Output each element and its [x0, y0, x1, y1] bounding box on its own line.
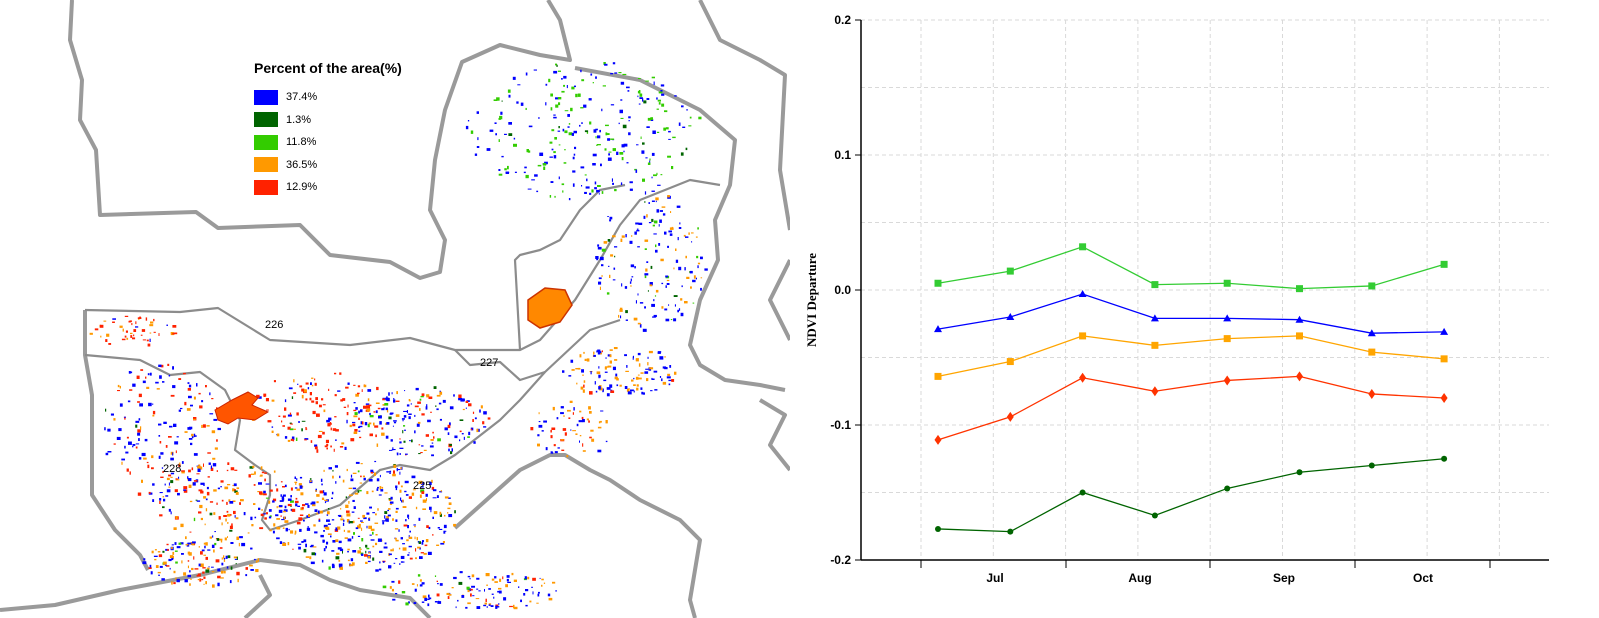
data-point: [934, 372, 942, 380]
chart-series: [934, 243, 1449, 535]
data-point: [934, 325, 942, 333]
data-point: [1006, 358, 1014, 366]
data-point: [1151, 341, 1159, 349]
data-point: [1150, 314, 1159, 322]
data-point: [1368, 348, 1376, 356]
data-point: [1367, 329, 1376, 337]
y-tick-label: 0.1: [834, 148, 851, 162]
y-tick-label: 0.0: [834, 283, 851, 297]
legend-swatch: [254, 134, 278, 150]
map-canvas: [0, 0, 790, 618]
data-point: [1368, 388, 1376, 399]
data-point: [1440, 260, 1448, 268]
data-point: [1296, 332, 1303, 340]
y-axis-label: NDVI Departure: [804, 253, 819, 347]
legend-rows: 37.4% 1.3% 11.8% 36.5% 12.9%: [254, 86, 402, 199]
series-line: [937, 335, 1445, 378]
western-orange-patch: [214, 391, 270, 425]
legend-item: 36.5%: [254, 154, 402, 177]
y-tick-label: -0.1: [830, 418, 851, 432]
lake-kariba-patch: [527, 287, 573, 329]
data-point: [1007, 528, 1014, 535]
region-label-226: 226: [265, 319, 284, 331]
data-point: [934, 434, 942, 445]
data-point: [1296, 285, 1303, 293]
ndvi-departure-map: Percent of the area(%) 37.4% 1.3% 11.8% 36.…: [0, 0, 790, 618]
legend-item: 11.8%: [254, 131, 402, 154]
data-point: [934, 279, 942, 287]
legend-swatch: [254, 112, 278, 128]
data-point: [1440, 393, 1448, 403]
data-point: [1006, 411, 1014, 422]
legend-label: 37.4%: [286, 91, 318, 104]
series-line: [937, 246, 1445, 290]
x-tick-label: Oct: [1413, 571, 1433, 585]
data-point: [1223, 314, 1232, 322]
data-point: [1368, 462, 1375, 469]
y-tick-label: -0.2: [830, 553, 851, 567]
country-borders: [0, 0, 790, 618]
data-point: [1296, 371, 1303, 382]
chart-axes: 0.2 0.1 0.0 -0.1 -0.2 Jul Aug Sep Oct: [830, 13, 1549, 585]
series-line: [937, 458, 1445, 533]
series-line: [937, 375, 1445, 441]
data-point: [1224, 485, 1231, 492]
legend-item: 37.4%: [254, 86, 402, 109]
data-point: [1223, 375, 1231, 386]
series-line: [937, 293, 1445, 334]
data-point: [1223, 279, 1231, 287]
data-point: [1079, 372, 1087, 383]
y-tick-label: 0.2: [834, 13, 851, 27]
data-point: [935, 525, 941, 532]
legend-swatch: [254, 89, 278, 105]
legend-swatch: [254, 157, 278, 173]
chart-canvas: 0.2 0.1 0.0 -0.1 -0.2 Jul Aug Sep Oct NDVI Depar…: [804, 13, 1549, 585]
data-point: [1151, 386, 1159, 397]
data-point: [1151, 512, 1158, 519]
data-point: [1223, 335, 1231, 343]
land-cover-pixels: [89, 62, 708, 610]
data-point: [1368, 282, 1376, 290]
legend-label: 1.3%: [286, 113, 312, 126]
data-point: [1441, 455, 1448, 462]
map-legend: Percent of the area(%) 37.4% 1.3% 11.8% 36.…: [254, 60, 402, 199]
legend-label: 11.8%: [286, 136, 317, 149]
legend-title: Percent of the area(%): [254, 60, 402, 76]
legend-item: 1.3%: [254, 109, 402, 132]
x-tick-label: Sep: [1273, 571, 1295, 585]
x-tick-label: Jul: [986, 571, 1003, 585]
data-point: [1078, 290, 1087, 298]
data-point: [1440, 327, 1449, 335]
data-point: [1006, 313, 1015, 320]
region-label-225: 225: [413, 480, 432, 492]
ndvi-departure-chart: 0.2 0.1 0.0 -0.1 -0.2 Jul Aug Sep Oct NDVI Depar…: [790, 0, 1599, 618]
legend-item: 12.9%: [254, 176, 402, 199]
legend-label: 36.5%: [286, 158, 318, 171]
legend-label: 12.9%: [286, 181, 318, 194]
x-tick-label: Aug: [1128, 571, 1151, 585]
data-point: [1295, 315, 1304, 323]
chart-grid: [861, 19, 1549, 561]
data-point: [1296, 469, 1303, 476]
legend-swatch: [254, 179, 278, 195]
region-label-227: 227: [480, 357, 499, 369]
region-label-228: 228: [163, 463, 182, 475]
data-point: [1079, 243, 1087, 251]
data-point: [1440, 355, 1448, 363]
data-point: [1151, 281, 1159, 289]
data-point: [1079, 489, 1086, 496]
data-point: [1006, 267, 1014, 275]
data-point: [1079, 332, 1087, 340]
